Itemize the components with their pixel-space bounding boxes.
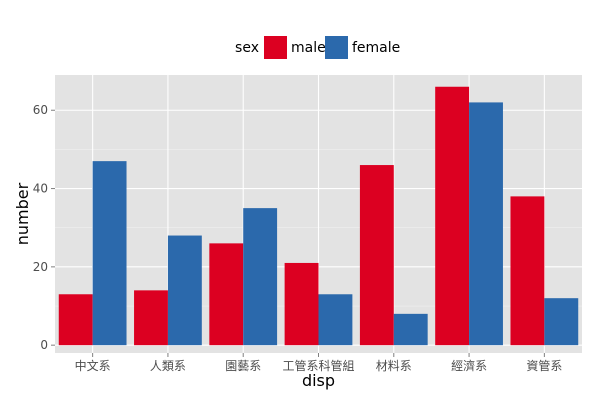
bar-male-3: [284, 262, 319, 346]
bar-female-5: [469, 102, 503, 346]
bar-female-6: [544, 298, 579, 346]
legend-swatch-male: [264, 36, 287, 59]
bar-male-1: [134, 290, 168, 346]
legend-label-male: male: [291, 40, 326, 56]
bar-male-6: [510, 196, 545, 346]
x-tick-label: 工管系科管組: [282, 358, 354, 373]
bar-male-0: [58, 294, 93, 346]
legend-swatch-female: [325, 36, 348, 59]
bar-female-2: [243, 208, 278, 346]
x-tick-label: 園藝系: [225, 359, 261, 373]
legend-label-female: female: [352, 40, 400, 56]
y-tick-label: 0: [40, 338, 48, 352]
y-tick-label: 60: [33, 103, 48, 117]
x-tick-label: 材料系: [376, 359, 412, 373]
chart-legend: sex male female: [235, 36, 400, 59]
x-tick-label: 經濟系: [451, 358, 487, 373]
x-axis: 中文系 人類系 園藝系 工管系科管組 材料系 經濟系 資管系: [75, 353, 562, 373]
bar-female-1: [167, 235, 202, 346]
bar-male-5: [435, 86, 470, 346]
legend-title: sex: [235, 40, 259, 56]
x-tick-label: 人類系: [150, 359, 186, 373]
y-axis-title: number: [13, 182, 32, 245]
y-tick-label: 20: [33, 260, 48, 274]
bar-female-3: [318, 294, 353, 346]
x-axis-title: disp: [302, 371, 335, 390]
bar-female-4: [393, 313, 428, 346]
bar-marks: [58, 86, 579, 346]
bar-male-4: [359, 165, 394, 346]
x-tick-label: 中文系: [75, 358, 111, 373]
y-axis: 0 20 40 60: [33, 103, 55, 352]
bar-male-2: [209, 243, 244, 346]
bar-female-0: [92, 161, 127, 346]
x-tick-label: 資管系: [526, 358, 562, 373]
y-tick-label: 40: [33, 182, 48, 196]
